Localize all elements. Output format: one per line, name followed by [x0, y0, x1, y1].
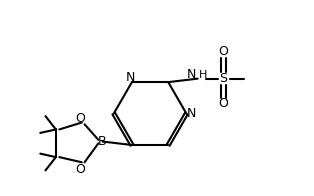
Text: O: O: [219, 97, 229, 110]
Text: H: H: [199, 70, 208, 80]
Text: B: B: [98, 135, 107, 148]
Text: S: S: [219, 72, 228, 85]
Text: O: O: [75, 112, 85, 125]
Text: N: N: [187, 68, 196, 81]
Text: O: O: [75, 163, 85, 176]
Text: O: O: [219, 45, 229, 58]
Text: N: N: [187, 107, 196, 120]
Text: N: N: [126, 72, 135, 84]
